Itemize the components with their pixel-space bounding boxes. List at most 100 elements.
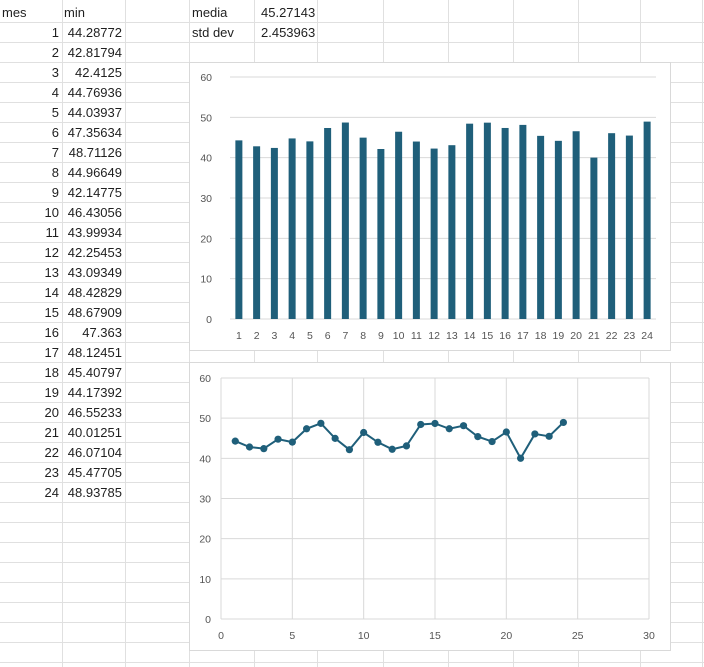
column-header-min[interactable]: min bbox=[64, 5, 85, 20]
cell-min[interactable]: 44.17392 bbox=[67, 385, 122, 400]
data-point[interactable] bbox=[417, 420, 425, 429]
stat-value-std-dev[interactable]: 2.453963 bbox=[261, 25, 316, 40]
cell-mes[interactable]: 12 bbox=[44, 245, 59, 260]
cell-min[interactable]: 44.28772 bbox=[67, 25, 122, 40]
scatter-line-chart[interactable]: 0 10 20 30 40 50 60 0 5 10 15 20 25 30 bbox=[189, 362, 671, 651]
bar[interactable] bbox=[643, 121, 651, 319]
cell-mes[interactable]: 2 bbox=[51, 45, 59, 60]
cell-mes[interactable]: 5 bbox=[51, 105, 59, 120]
cell-mes[interactable]: 22 bbox=[44, 445, 59, 460]
bar[interactable] bbox=[501, 127, 509, 319]
data-point[interactable] bbox=[431, 419, 439, 428]
cell-mes[interactable]: 6 bbox=[51, 125, 59, 140]
cell-min[interactable]: 43.09349 bbox=[67, 265, 122, 280]
cell-mes[interactable]: 24 bbox=[44, 485, 59, 500]
data-point[interactable] bbox=[374, 438, 382, 446]
cell-min[interactable]: 42.81794 bbox=[67, 45, 122, 60]
bar[interactable] bbox=[608, 133, 616, 319]
data-point[interactable] bbox=[531, 430, 539, 438]
data-point[interactable] bbox=[502, 428, 510, 436]
data-point[interactable] bbox=[445, 425, 453, 433]
cell-mes[interactable]: 1 bbox=[51, 25, 59, 40]
bar[interactable] bbox=[519, 124, 527, 319]
cell-min[interactable]: 42.4125 bbox=[75, 65, 122, 80]
data-point[interactable] bbox=[459, 422, 468, 430]
bar[interactable] bbox=[395, 131, 403, 319]
bar[interactable] bbox=[324, 127, 332, 319]
cell-min[interactable]: 46.55233 bbox=[67, 405, 122, 420]
cell-mes[interactable]: 3 bbox=[51, 65, 59, 80]
bar[interactable] bbox=[306, 141, 314, 319]
bar[interactable] bbox=[377, 149, 385, 319]
cell-mes[interactable]: 13 bbox=[44, 265, 59, 280]
data-point[interactable] bbox=[288, 438, 296, 446]
cell-min[interactable]: 42.25453 bbox=[67, 245, 122, 260]
cell-min[interactable]: 48.42829 bbox=[67, 285, 122, 300]
cell-mes[interactable]: 8 bbox=[51, 165, 59, 180]
cell-mes[interactable]: 18 bbox=[44, 365, 59, 380]
data-point[interactable] bbox=[245, 443, 254, 451]
cell-min[interactable]: 46.43056 bbox=[67, 205, 122, 220]
data-point[interactable] bbox=[274, 435, 282, 443]
bar[interactable] bbox=[590, 157, 598, 319]
cell-min[interactable]: 46.07104 bbox=[67, 445, 122, 460]
data-point[interactable] bbox=[474, 433, 482, 441]
bar[interactable] bbox=[430, 148, 438, 319]
bar[interactable] bbox=[483, 122, 491, 319]
cell-mes[interactable]: 9 bbox=[51, 185, 59, 200]
stat-label-media[interactable]: media bbox=[192, 5, 228, 20]
cell-mes[interactable]: 16 bbox=[44, 325, 59, 340]
data-point[interactable] bbox=[559, 418, 567, 427]
data-point[interactable] bbox=[345, 446, 353, 454]
cell-min[interactable]: 45.47705 bbox=[67, 465, 122, 480]
cell-min[interactable]: 44.96649 bbox=[67, 165, 122, 180]
data-point[interactable] bbox=[388, 445, 396, 453]
data-point[interactable] bbox=[517, 454, 525, 462]
data-point[interactable] bbox=[402, 442, 411, 450]
cell-min[interactable]: 48.12451 bbox=[67, 345, 122, 360]
bar[interactable] bbox=[288, 138, 296, 319]
cell-min[interactable]: 47.35634 bbox=[67, 125, 122, 140]
cell-min[interactable]: 45.40797 bbox=[67, 365, 122, 380]
bar[interactable] bbox=[572, 131, 580, 319]
cell-min[interactable]: 43.99934 bbox=[67, 225, 122, 240]
cell-min[interactable]: 40.01251 bbox=[67, 425, 122, 440]
data-point[interactable] bbox=[231, 437, 239, 445]
bar[interactable] bbox=[448, 145, 456, 319]
bar[interactable] bbox=[412, 141, 420, 319]
cell-mes[interactable]: 7 bbox=[51, 145, 59, 160]
cell-mes[interactable]: 20 bbox=[44, 405, 59, 420]
bar[interactable] bbox=[235, 140, 243, 319]
cell-min[interactable]: 44.76936 bbox=[67, 85, 122, 100]
cell-min[interactable]: 48.67909 bbox=[67, 305, 122, 320]
data-point[interactable] bbox=[488, 437, 496, 446]
data-point[interactable] bbox=[331, 434, 339, 442]
bar[interactable] bbox=[359, 137, 367, 319]
cell-mes[interactable]: 14 bbox=[44, 285, 59, 300]
stat-value-media[interactable]: 45.27143 bbox=[261, 5, 316, 20]
cell-mes[interactable]: 15 bbox=[44, 305, 59, 320]
data-point[interactable] bbox=[545, 432, 553, 440]
cell-mes[interactable]: 19 bbox=[44, 385, 59, 400]
bar[interactable] bbox=[537, 135, 545, 319]
data-point[interactable] bbox=[360, 428, 368, 437]
stat-label-std-dev[interactable]: std dev bbox=[192, 25, 234, 40]
bar[interactable] bbox=[466, 123, 474, 319]
bar-chart[interactable]: 0 10 20 30 40 50 60 1 2 3 4 5 6 7 8 9 10 11 12 13 14 15 16 17 18… bbox=[189, 62, 671, 351]
bar[interactable] bbox=[554, 140, 562, 319]
cell-mes[interactable]: 23 bbox=[44, 465, 59, 480]
column-header-mes[interactable]: mes bbox=[2, 5, 27, 20]
bar[interactable] bbox=[253, 146, 261, 319]
cell-mes[interactable]: 17 bbox=[44, 345, 59, 360]
cell-min[interactable]: 42.14775 bbox=[67, 185, 122, 200]
cell-mes[interactable]: 21 bbox=[44, 425, 59, 440]
cell-mes[interactable]: 4 bbox=[51, 85, 59, 100]
bar[interactable] bbox=[270, 147, 278, 319]
data-point[interactable] bbox=[317, 419, 325, 427]
bar[interactable] bbox=[341, 122, 349, 319]
cell-mes[interactable]: 11 bbox=[45, 225, 60, 240]
cell-min[interactable]: 44.03937 bbox=[67, 105, 122, 120]
data-point[interactable] bbox=[260, 445, 268, 453]
cell-min[interactable]: 47.363 bbox=[82, 325, 122, 340]
cell-min[interactable]: 48.71126 bbox=[68, 145, 122, 160]
